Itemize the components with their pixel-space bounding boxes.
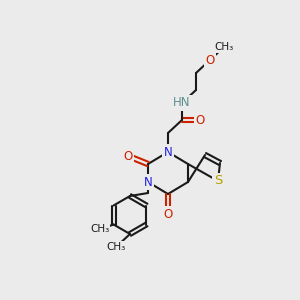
- Text: O: O: [195, 113, 205, 127]
- Text: O: O: [164, 208, 172, 220]
- Text: CH₃: CH₃: [214, 42, 234, 52]
- Text: O: O: [206, 53, 214, 67]
- Text: N: N: [144, 176, 152, 188]
- Text: CH₃: CH₃: [106, 242, 126, 252]
- Text: S: S: [214, 175, 222, 188]
- Text: CH₃: CH₃: [90, 224, 109, 235]
- Text: O: O: [123, 149, 133, 163]
- Text: N: N: [164, 146, 172, 158]
- Text: HN: HN: [173, 97, 191, 110]
